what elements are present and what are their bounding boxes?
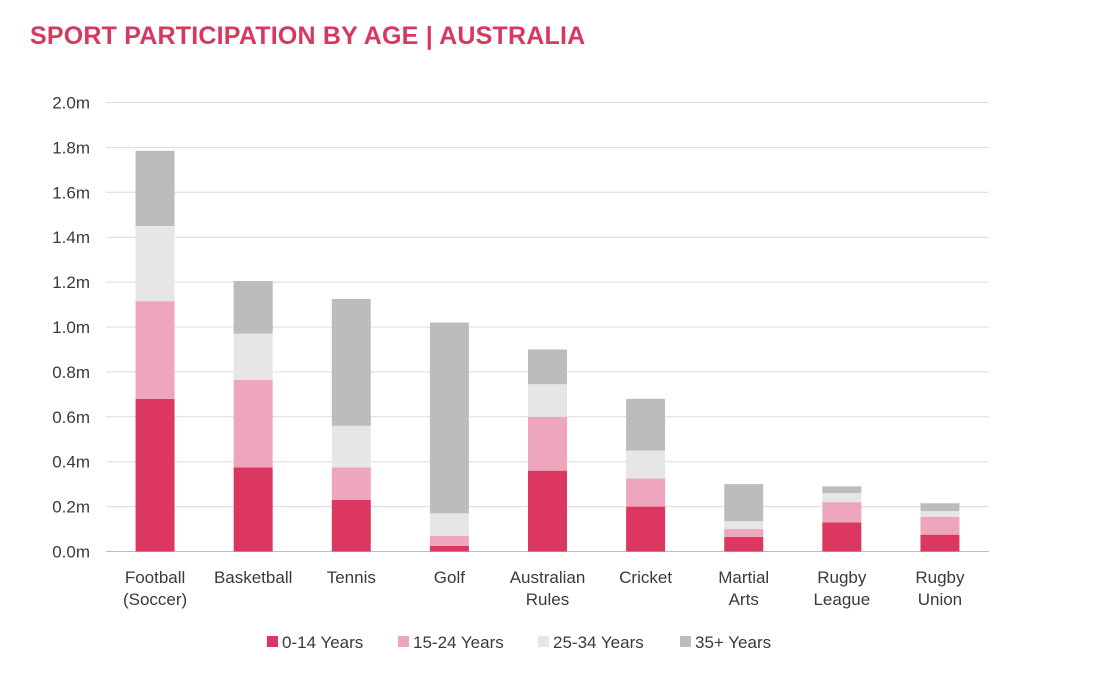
bar-segment bbox=[822, 502, 862, 523]
y-tick-label: 1.6m bbox=[52, 183, 90, 202]
bar-segment bbox=[331, 467, 371, 500]
legend-label: 15-24 Years bbox=[413, 633, 504, 652]
x-tick-label: League bbox=[813, 590, 870, 609]
legend-label: 35+ Years bbox=[695, 633, 771, 652]
bar-segment bbox=[331, 425, 371, 468]
bar-segment bbox=[626, 398, 666, 451]
y-tick-label: 0.2m bbox=[52, 498, 90, 517]
x-tick-label: Tennis bbox=[327, 568, 376, 587]
bar-segment bbox=[429, 513, 469, 536]
legend-label: 25-34 Years bbox=[553, 633, 644, 652]
y-tick-label: 0.8m bbox=[52, 363, 90, 382]
bar-segment bbox=[626, 506, 666, 552]
bar-segment bbox=[920, 516, 960, 535]
y-tick-label: 1.8m bbox=[52, 138, 90, 157]
y-tick-label: 1.2m bbox=[52, 273, 90, 292]
bar-segment bbox=[233, 467, 273, 552]
bar-segment bbox=[724, 484, 764, 522]
bar-segment bbox=[135, 301, 175, 399]
bar-segment bbox=[135, 398, 175, 552]
bar-segment bbox=[135, 225, 175, 302]
bar-segment bbox=[822, 493, 862, 503]
chart-title: SPORT PARTICIPATION BY AGE | AUSTRALIA bbox=[30, 22, 586, 50]
x-tick-label: Rugby bbox=[915, 568, 965, 587]
legend-label: 0-14 Years bbox=[282, 633, 363, 652]
bar-segment bbox=[920, 511, 960, 517]
y-tick-label: 0.6m bbox=[52, 408, 90, 427]
bar-segment bbox=[626, 478, 666, 507]
bar-segment bbox=[920, 503, 960, 512]
legend: 0-14 Years 15-24 Years 25-34 Years 35+ Year… bbox=[267, 633, 771, 652]
x-tick-label: Martial bbox=[718, 568, 769, 587]
bar-segment bbox=[233, 379, 273, 468]
x-axis-categories: Football (Soccer) Basketball Tennis Golf Aust… bbox=[123, 568, 965, 609]
x-tick-label: Rules bbox=[526, 590, 569, 609]
bar-segment bbox=[429, 322, 469, 514]
bar-segment bbox=[528, 470, 567, 552]
bar-segment bbox=[528, 349, 567, 385]
legend-swatch bbox=[680, 636, 691, 647]
bar-segment bbox=[724, 536, 764, 552]
bar-segment bbox=[331, 298, 371, 426]
x-tick-label: Arts bbox=[729, 590, 759, 609]
legend-swatch bbox=[538, 636, 549, 647]
y-tick-label: 1.0m bbox=[52, 318, 90, 337]
bar-segment bbox=[429, 535, 469, 546]
y-tick-label: 0.0m bbox=[52, 543, 90, 562]
legend-swatch bbox=[398, 636, 409, 647]
x-tick-label: (Soccer) bbox=[123, 590, 187, 609]
bar-segment bbox=[331, 499, 371, 552]
x-tick-label: Rugby bbox=[817, 568, 867, 587]
bar-segment bbox=[626, 450, 666, 479]
bar-segment bbox=[724, 529, 764, 537]
bar-segment bbox=[233, 333, 273, 380]
y-tick-label: 1.4m bbox=[52, 228, 90, 247]
x-tick-label: Basketball bbox=[214, 568, 292, 587]
x-tick-label: Australian bbox=[510, 568, 586, 587]
bar-segment bbox=[822, 486, 862, 494]
bar-segment bbox=[135, 150, 175, 226]
bar-segment bbox=[920, 534, 960, 552]
bar-segment bbox=[724, 521, 764, 530]
x-tick-label: Cricket bbox=[619, 568, 672, 587]
x-tick-label: Football bbox=[125, 568, 185, 587]
legend-swatch bbox=[267, 636, 278, 647]
bar-segment bbox=[528, 384, 567, 417]
x-tick-label: Union bbox=[918, 590, 962, 609]
bar-segment bbox=[822, 522, 862, 552]
bar-segment bbox=[233, 280, 273, 334]
bars bbox=[135, 150, 960, 552]
x-tick-label: Golf bbox=[434, 568, 465, 587]
bar-segment bbox=[429, 545, 469, 552]
y-tick-label: 2.0m bbox=[52, 94, 90, 113]
y-axis-ticks: 0.0m 0.2m 0.4m 0.6m 0.8m 1.0m 1.2m 1.4m 1.6m 1.8m… bbox=[52, 94, 90, 562]
bar-segment bbox=[528, 416, 567, 471]
y-tick-label: 0.4m bbox=[52, 453, 90, 472]
